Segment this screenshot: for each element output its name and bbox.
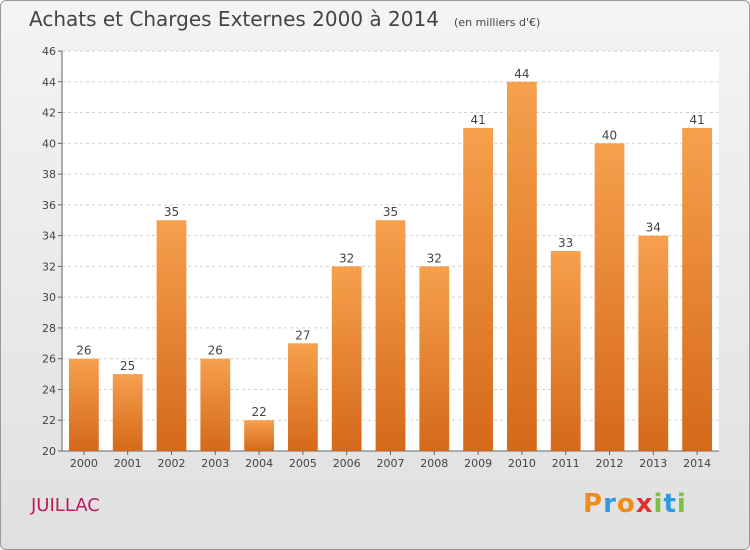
bar-value-label: 27 (295, 328, 310, 342)
bar-value-label: 26 (208, 344, 223, 358)
bar (419, 266, 450, 451)
y-tick-label: 38 (42, 168, 56, 181)
bar (200, 358, 231, 451)
bar (331, 266, 362, 451)
y-tick-label: 30 (42, 291, 56, 304)
logo-letter: P (583, 489, 604, 519)
bar (288, 343, 318, 451)
logo-letter: o (616, 489, 636, 519)
bar (594, 143, 625, 452)
bar-value-label: 40 (602, 128, 617, 142)
chart-unit-note: (en milliers d'€) (454, 16, 541, 29)
bar (69, 358, 99, 451)
logo-letter: i (653, 489, 664, 519)
x-tick-label: 2009 (464, 457, 492, 470)
y-tick-label: 24 (42, 383, 56, 396)
bar-value-label: 34 (646, 221, 661, 235)
bar (638, 235, 669, 451)
bar-value-label: 35 (164, 205, 179, 219)
bar-value-label: 32 (339, 251, 354, 265)
bar-value-label: 35 (383, 205, 398, 219)
logo-letter: i (676, 489, 687, 519)
x-tick-label: 2003 (201, 457, 229, 470)
y-tick-label: 26 (42, 353, 56, 366)
y-tick-label: 40 (42, 137, 56, 150)
x-tick-label: 2004 (245, 457, 273, 470)
y-tick-label: 44 (42, 76, 56, 89)
logo-letter: r (603, 489, 617, 519)
y-tick-label: 34 (42, 230, 56, 243)
bar (156, 220, 187, 451)
commune-name: JUILLAC (31, 495, 100, 516)
y-tick-label: 20 (42, 445, 56, 458)
x-tick-label: 2006 (333, 457, 361, 470)
x-tick-label: 2001 (114, 457, 142, 470)
x-tick-label: 2000 (70, 457, 98, 470)
bar-value-label: 26 (76, 344, 91, 358)
bar (375, 220, 406, 451)
x-tick-label: 2014 (683, 457, 711, 470)
y-tick-label: 46 (42, 45, 56, 58)
y-tick-label: 36 (42, 199, 56, 212)
x-tick-label: 2007 (377, 457, 405, 470)
bar-value-label: 44 (514, 67, 529, 81)
bar-value-label: 41 (689, 113, 704, 127)
y-tick-label: 28 (42, 322, 56, 335)
y-tick-label: 42 (42, 107, 56, 120)
title-row: Achats et Charges Externes 2000 à 2014 (… (29, 7, 540, 31)
bar-value-label: 25 (120, 359, 135, 373)
logo-letter: x (635, 489, 654, 519)
bar (463, 127, 493, 451)
bar-value-label: 41 (470, 113, 485, 127)
chart-title: Achats et Charges Externes 2000 à 2014 (29, 7, 439, 31)
bar (550, 251, 581, 451)
y-tick-label: 32 (42, 260, 56, 273)
logo-letter: t (663, 489, 677, 519)
y-tick-label: 22 (42, 414, 56, 427)
x-tick-label: 2010 (508, 457, 536, 470)
x-tick-label: 2008 (420, 457, 448, 470)
bar (682, 127, 712, 451)
bar-value-label: 32 (427, 251, 442, 265)
x-tick-label: 2005 (289, 457, 317, 470)
bar (112, 374, 143, 451)
bar-value-label: 33 (558, 236, 573, 250)
x-tick-label: 2002 (158, 457, 186, 470)
bar (244, 420, 274, 451)
x-tick-label: 2011 (552, 457, 580, 470)
x-tick-label: 2013 (639, 457, 667, 470)
proxiti-logo: Proxiti (583, 489, 687, 519)
bar-value-label: 22 (251, 405, 266, 419)
bar (507, 81, 537, 452)
x-tick-label: 2012 (596, 457, 624, 470)
